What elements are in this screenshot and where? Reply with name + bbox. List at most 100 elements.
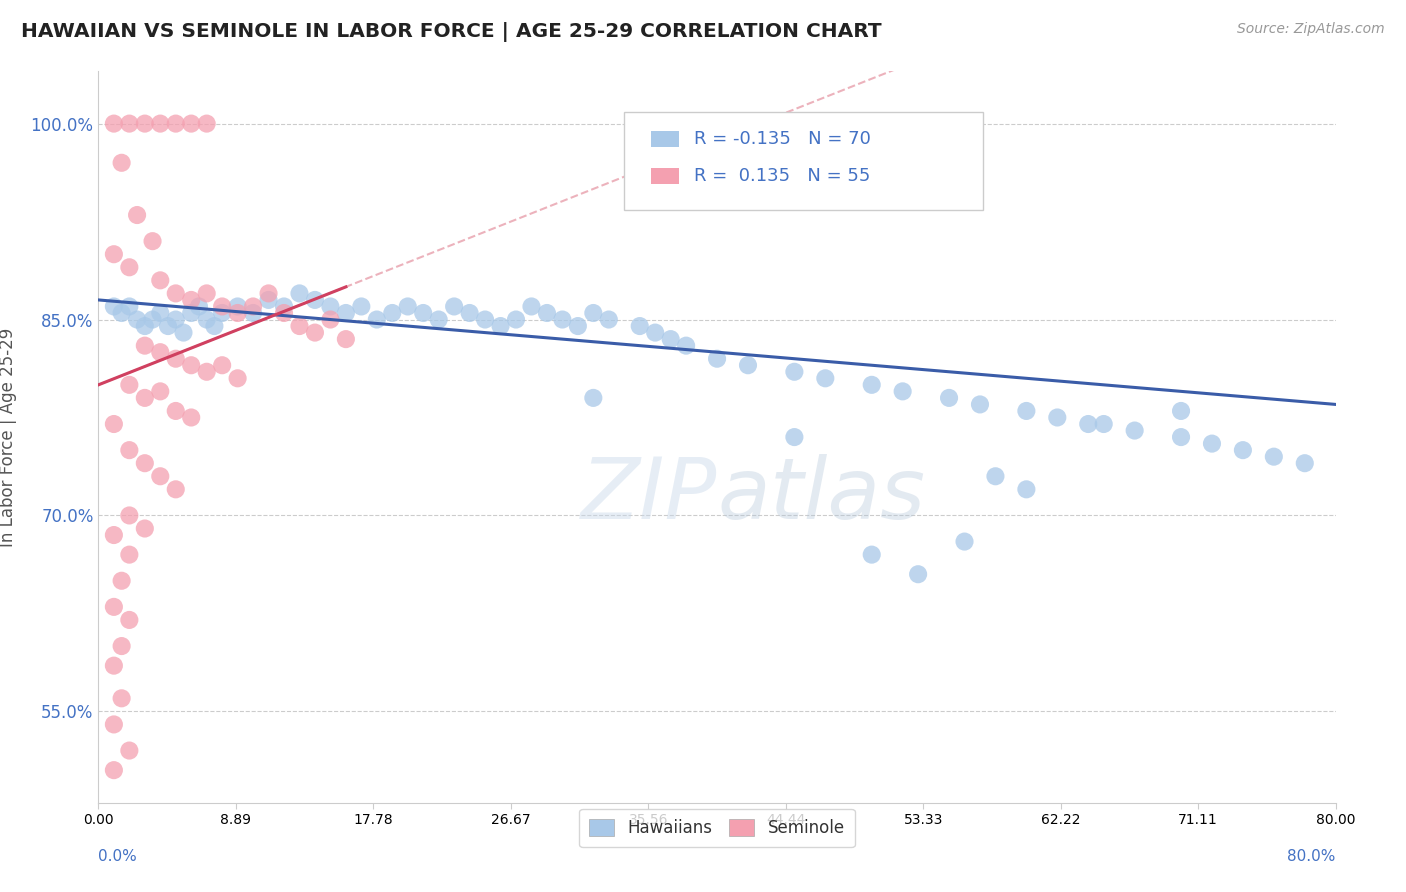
Point: [1263, 450, 1285, 464]
Point: [567, 319, 589, 334]
Point: [304, 293, 326, 307]
Point: [381, 306, 404, 320]
Point: [195, 312, 218, 326]
Point: [1092, 417, 1115, 431]
Point: [149, 273, 172, 287]
Point: [1123, 424, 1146, 438]
Point: [180, 293, 202, 307]
Point: [257, 293, 280, 307]
Point: [412, 306, 434, 320]
Point: [319, 312, 342, 326]
Point: [273, 306, 295, 320]
Point: [319, 300, 342, 314]
Y-axis label: In Labor Force | Age 25-29: In Labor Force | Age 25-29: [0, 327, 17, 547]
Point: [211, 300, 233, 314]
Point: [103, 717, 125, 731]
Point: [103, 117, 125, 131]
Point: [141, 312, 165, 326]
Point: [157, 319, 180, 334]
Point: [118, 377, 141, 392]
Point: [118, 117, 141, 131]
Point: [103, 599, 125, 614]
Point: [783, 365, 806, 379]
Point: [551, 312, 574, 326]
Point: [111, 691, 132, 706]
Point: [195, 117, 218, 131]
Point: [149, 384, 172, 399]
Point: [118, 548, 141, 562]
Point: [242, 306, 264, 320]
Point: [149, 469, 172, 483]
Point: [443, 300, 465, 314]
Point: [134, 339, 156, 353]
Bar: [651, 168, 679, 184]
Point: [111, 639, 132, 653]
Point: [226, 300, 249, 314]
Point: [103, 417, 125, 431]
Point: [1232, 443, 1254, 458]
Point: [180, 358, 202, 372]
Point: [180, 410, 202, 425]
Text: HAWAIIAN VS SEMINOLE IN LABOR FORCE | AGE 25-29 CORRELATION CHART: HAWAIIAN VS SEMINOLE IN LABOR FORCE | AG…: [21, 22, 882, 42]
Point: [118, 508, 141, 523]
FancyBboxPatch shape: [624, 112, 983, 211]
Point: [111, 574, 132, 588]
Point: [737, 358, 759, 372]
Point: [257, 286, 280, 301]
Point: [149, 345, 172, 359]
Point: [165, 483, 187, 497]
Point: [335, 332, 357, 346]
Point: [211, 306, 233, 320]
Point: [165, 351, 187, 366]
Point: [427, 312, 450, 326]
Point: [458, 306, 481, 320]
Point: [118, 613, 141, 627]
Point: [1170, 430, 1192, 444]
Point: [195, 365, 218, 379]
Point: [141, 234, 165, 248]
Point: [242, 300, 264, 314]
Point: [814, 371, 837, 385]
Point: [1015, 483, 1038, 497]
Point: [288, 319, 311, 334]
Text: R = -0.135   N = 70: R = -0.135 N = 70: [693, 130, 870, 148]
Point: [165, 312, 187, 326]
Point: [520, 300, 543, 314]
Point: [165, 286, 187, 301]
Point: [582, 306, 605, 320]
Point: [644, 326, 666, 340]
Point: [366, 312, 388, 326]
Point: [165, 404, 187, 418]
Point: [304, 326, 326, 340]
Point: [706, 351, 728, 366]
Point: [953, 534, 976, 549]
Text: 0.0%: 0.0%: [98, 848, 138, 863]
Point: [134, 319, 156, 334]
Point: [111, 306, 132, 320]
Point: [860, 377, 883, 392]
Point: [860, 548, 883, 562]
Legend: Hawaiians, Seminole: Hawaiians, Seminole: [579, 809, 855, 847]
Point: [118, 300, 141, 314]
Point: [505, 312, 527, 326]
Point: [149, 117, 172, 131]
Point: [598, 312, 620, 326]
Point: [350, 300, 373, 314]
Point: [226, 371, 249, 385]
Point: [396, 300, 419, 314]
Point: [1170, 404, 1192, 418]
Point: [288, 286, 311, 301]
Point: [659, 332, 682, 346]
Text: 80.0%: 80.0%: [1288, 848, 1336, 863]
Text: R =  0.135   N = 55: R = 0.135 N = 55: [693, 167, 870, 185]
Point: [226, 306, 249, 320]
Point: [165, 117, 187, 131]
Point: [134, 456, 156, 470]
Point: [474, 312, 496, 326]
Point: [489, 319, 512, 334]
Point: [1077, 417, 1099, 431]
Point: [1294, 456, 1316, 470]
Point: [134, 391, 156, 405]
Point: [188, 300, 211, 314]
Text: atlas: atlas: [717, 454, 925, 537]
